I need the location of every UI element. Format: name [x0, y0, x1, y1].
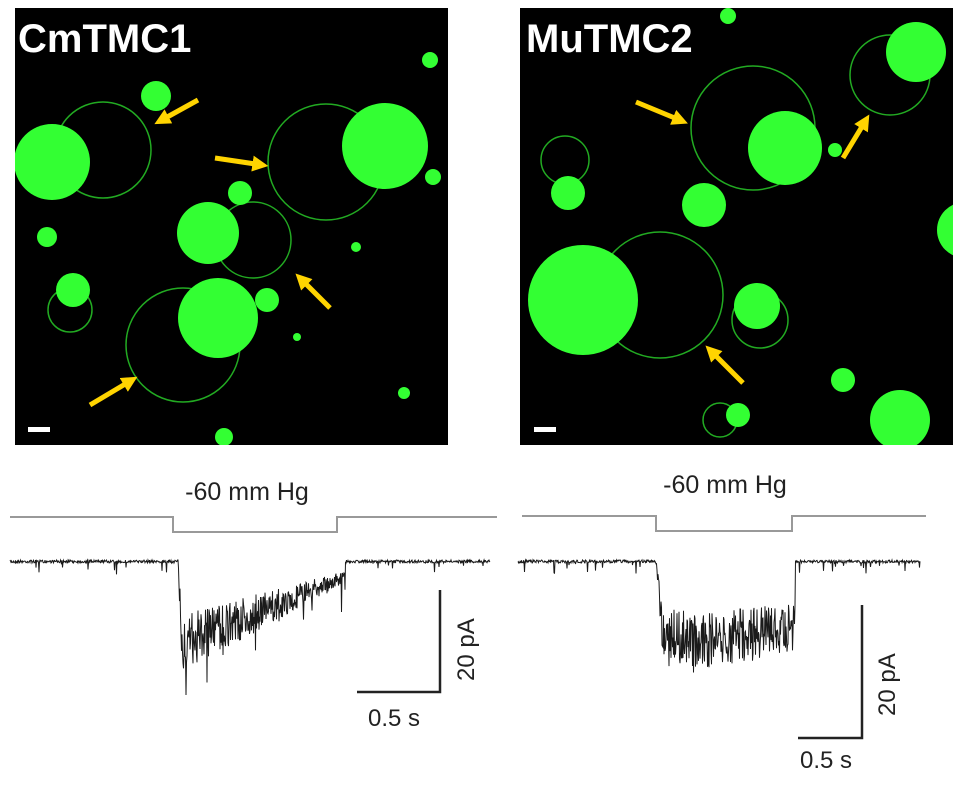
vesicle-filled — [726, 403, 750, 427]
current-trace — [9, 558, 491, 696]
scale-bar — [534, 427, 556, 432]
scale-bar-current-time — [798, 605, 864, 740]
vesicle-filled — [215, 428, 233, 445]
vesicle-filled — [870, 390, 930, 445]
vesicle-filled — [228, 181, 252, 205]
arrow-icon — [840, 114, 870, 160]
arrow-icon — [88, 376, 138, 408]
vesicle-filled — [682, 183, 726, 227]
pressure-label: -60 mm Hg — [663, 471, 787, 499]
vesicle-filled — [37, 227, 57, 247]
pressure-step — [522, 515, 926, 532]
vesicle-filled — [551, 176, 585, 210]
arrow-icon — [295, 273, 332, 310]
arrow-icon — [214, 155, 269, 172]
vesicle-filled — [425, 169, 441, 185]
vesicle-filled — [886, 22, 946, 82]
vesicle-filled — [178, 278, 258, 358]
micrograph-mutmc2: MuTMC2 — [520, 8, 953, 445]
vesicle-filled — [255, 288, 279, 312]
pressure-label: -60 mm Hg — [185, 478, 309, 506]
panel-title: MuTMC2 — [526, 17, 693, 61]
arrow-icon — [635, 99, 688, 125]
panel-title: CmTMC1 — [18, 17, 191, 61]
scale-bar — [28, 427, 50, 432]
time-scale-label: 0.5 s — [368, 705, 420, 732]
current-scale-label: 20 pA — [453, 618, 480, 681]
micrograph-cmtmc1: CmTMC1 — [15, 8, 448, 445]
vesicle-filled — [831, 368, 855, 392]
vesicle-filled — [351, 242, 361, 252]
vesicle-filled — [528, 245, 638, 355]
current-trace — [517, 558, 921, 673]
arrow-icon — [705, 345, 745, 385]
vesicle-filled — [398, 387, 410, 399]
vesicle-filled — [342, 103, 428, 189]
scale-bar-current-time — [357, 590, 442, 694]
vesicle-filled — [734, 283, 780, 329]
vesicle-filled — [177, 202, 239, 264]
arrow-icon — [154, 97, 200, 125]
pressure-step — [10, 516, 497, 533]
vesicle-filled — [720, 8, 736, 24]
vesicle-filled — [141, 81, 171, 111]
vesicle-filled — [56, 273, 90, 307]
time-scale-label: 0.5 s — [800, 747, 852, 774]
vesicle-filled — [828, 143, 842, 157]
vesicle-filled — [422, 52, 438, 68]
vesicle-filled — [748, 111, 822, 185]
current-scale-label: 20 pA — [874, 653, 901, 716]
vesicle-filled — [293, 333, 301, 341]
vesicle-filled — [15, 124, 90, 200]
vesicle-filled — [937, 204, 953, 256]
